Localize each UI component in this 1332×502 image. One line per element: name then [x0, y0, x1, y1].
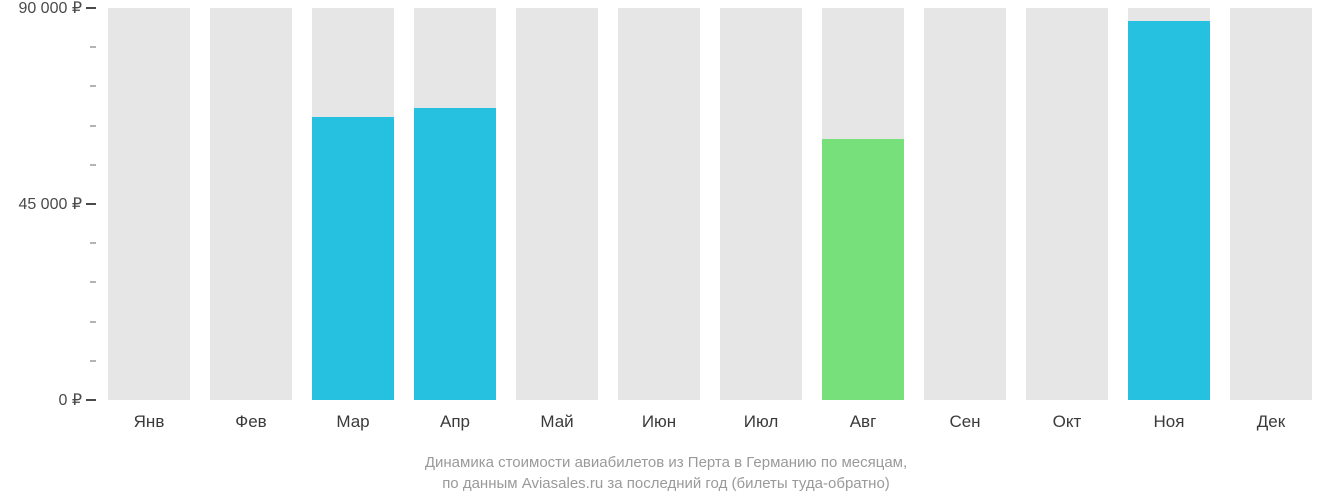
x-axis-label: Авг — [850, 412, 877, 432]
x-axis-label: Дек — [1257, 412, 1285, 432]
x-axis-label: Фев — [235, 412, 266, 432]
bar-background — [924, 8, 1006, 400]
bar-slot — [618, 8, 700, 400]
bar-background — [1230, 8, 1312, 400]
x-axis-label: Мар — [336, 412, 369, 432]
x-axis-label: Сен — [949, 412, 980, 432]
bar-value — [822, 139, 904, 400]
bar-background — [618, 8, 700, 400]
y-axis-label: 45 000 ₽ — [18, 194, 82, 214]
y-tick-major — [86, 399, 96, 401]
bar-background — [720, 8, 802, 400]
x-axis-label: Июл — [744, 412, 779, 432]
bar-value — [312, 117, 394, 400]
bar-slot — [108, 8, 190, 400]
bar-value — [414, 108, 496, 400]
x-axis-label: Окт — [1053, 412, 1082, 432]
y-tick-major — [86, 203, 96, 205]
bar-background — [210, 8, 292, 400]
bar-slot — [1128, 8, 1210, 400]
bar-slot — [210, 8, 292, 400]
bar-slot — [822, 8, 904, 400]
x-axis-label: Ноя — [1154, 412, 1185, 432]
bar-slot — [1026, 8, 1108, 400]
x-axis-label: Апр — [440, 412, 470, 432]
chart-caption: Динамика стоимости авиабилетов из Перта … — [0, 452, 1332, 494]
y-axis-label: 0 ₽ — [58, 390, 82, 410]
bar-slot — [720, 8, 802, 400]
y-axis-label: 90 000 ₽ — [18, 0, 82, 18]
x-axis-label: Янв — [134, 412, 165, 432]
bar-slot — [312, 8, 394, 400]
price-chart: 0 ₽ 45 000 ₽ 90 000 ₽ Динамика стоимости а… — [0, 0, 1332, 502]
plot-area — [96, 8, 1320, 400]
bar-background — [1026, 8, 1108, 400]
x-axis-label: Май — [540, 412, 573, 432]
bar-value — [1128, 21, 1210, 400]
caption-line-1: Динамика стоимости авиабилетов из Перта … — [0, 452, 1332, 473]
bar-background — [516, 8, 598, 400]
bar-slot — [516, 8, 598, 400]
x-axis-label: Июн — [642, 412, 676, 432]
bar-background — [108, 8, 190, 400]
bar-slot — [924, 8, 1006, 400]
y-axis: 0 ₽45 000 ₽90 000 ₽ — [0, 0, 96, 400]
bar-slot — [1230, 8, 1312, 400]
bar-slot — [414, 8, 496, 400]
y-tick-major — [86, 7, 96, 9]
caption-line-2: по данным Aviasales.ru за последний год … — [0, 473, 1332, 494]
